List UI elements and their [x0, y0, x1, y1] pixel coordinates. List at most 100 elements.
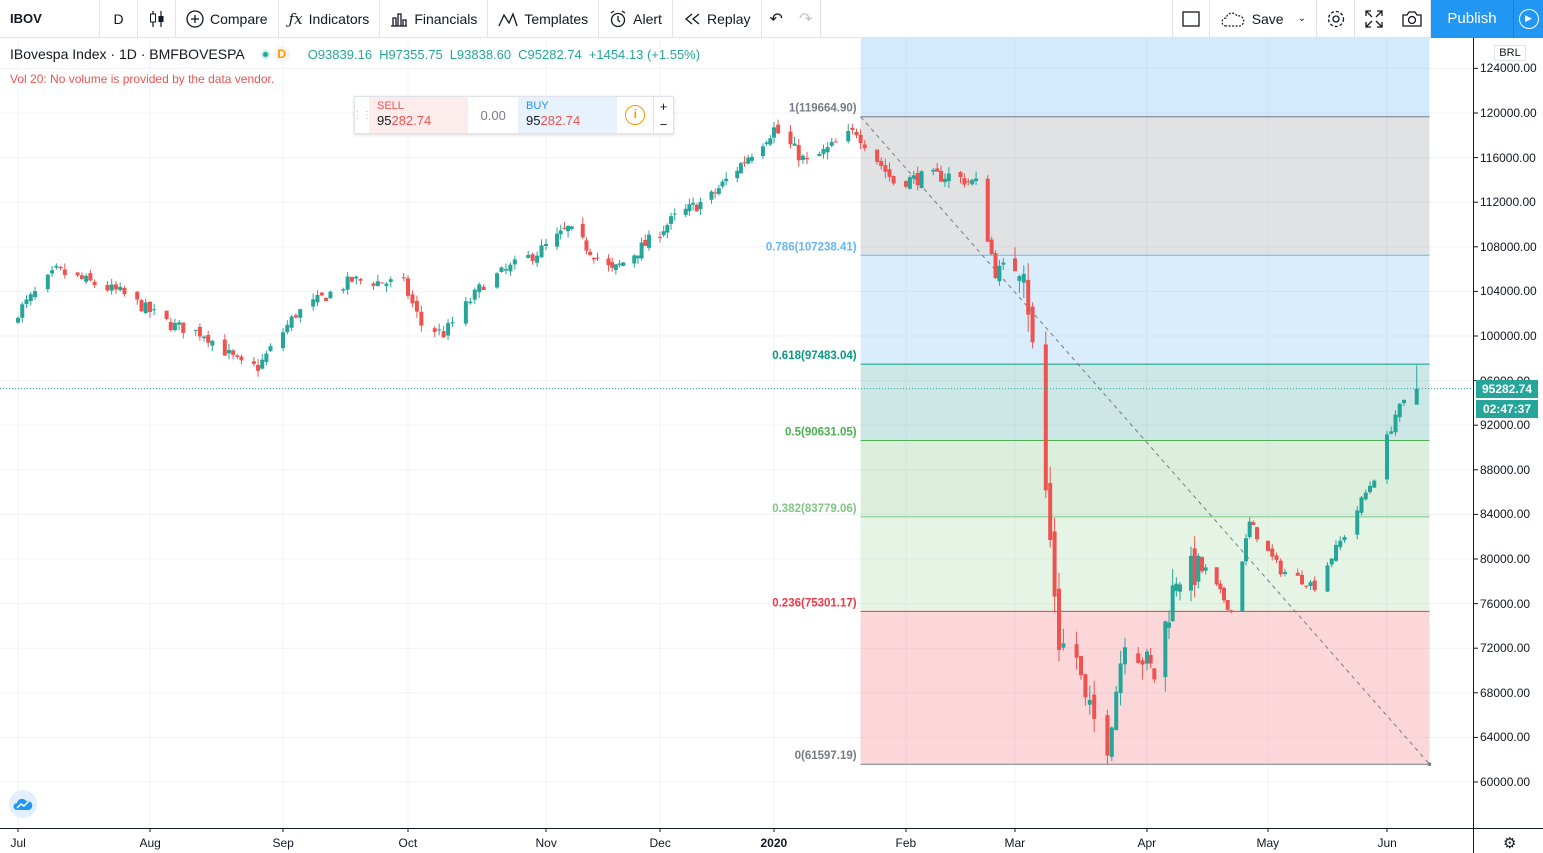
candle-body [1123, 647, 1127, 665]
symbol-title[interactable]: IBovespa Index · 1D · BMFBOVESPA [10, 46, 245, 62]
candle-body [997, 265, 1002, 282]
settings-button[interactable] [1317, 0, 1355, 38]
symbol-search[interactable]: IBOV [0, 0, 100, 38]
price-tick-label: 116000.00 [1480, 150, 1536, 165]
price-tick-label: 68000.00 [1480, 685, 1531, 700]
candle-body [193, 329, 198, 331]
square-icon [1182, 10, 1200, 27]
candle-body [915, 173, 920, 186]
candle-body [713, 192, 718, 194]
replay-button[interactable]: Replay [673, 0, 762, 38]
camera-icon [1401, 10, 1422, 27]
candle-body [231, 350, 236, 355]
candle-body [621, 262, 626, 266]
candle-body [698, 201, 703, 210]
candle-body [738, 163, 743, 174]
fullscreen-button[interactable] [1355, 0, 1393, 38]
play-button[interactable]: ▶ [1513, 0, 1543, 38]
candle-body [1083, 674, 1088, 698]
decrease-button[interactable]: − [659, 116, 668, 132]
candle-body [672, 213, 677, 215]
time-tick-label: Mar [1004, 836, 1026, 850]
candle-body [1214, 567, 1219, 585]
drag-handle-icon[interactable]: ⋮⋮ [352, 109, 372, 121]
candle-body [1178, 584, 1182, 592]
symbol-label: IBOV [10, 11, 42, 26]
candle-body [1200, 557, 1204, 572]
publish-label: Publish [1447, 10, 1497, 27]
candle-body [962, 178, 967, 185]
layout-button[interactable] [1171, 0, 1210, 38]
snapshot-button[interactable] [1393, 0, 1431, 38]
buy-button[interactable]: BUY 95282.74 [518, 97, 618, 133]
candle-body [1152, 668, 1157, 680]
candle-body [805, 157, 809, 160]
candle-body [588, 251, 593, 255]
candle-body [1163, 621, 1168, 678]
candle-body [562, 227, 567, 229]
financials-button[interactable]: Financials [380, 0, 489, 38]
candle-body [1359, 497, 1364, 513]
candle-body [800, 155, 805, 160]
publish-button[interactable]: Publish [1431, 0, 1513, 38]
save-button[interactable]: Save ⌄ [1210, 0, 1317, 38]
candle-body [1043, 344, 1048, 491]
candle-body [796, 145, 801, 161]
chart-area[interactable]: 1(119664.90) 0.786(107238.41) 0.618(97483.… [0, 38, 1543, 853]
candle-body [580, 223, 585, 238]
delayed-badge[interactable]: D [273, 46, 290, 62]
alert-button[interactable]: Alert [599, 0, 673, 38]
candle-body [735, 170, 740, 179]
info-button[interactable]: i [617, 97, 653, 133]
candle-body [1145, 651, 1149, 664]
candle-body [694, 204, 699, 212]
candles-icon [149, 10, 163, 27]
candle-body [1079, 655, 1083, 676]
fib-zone [860, 364, 1430, 441]
candle-body [646, 234, 651, 248]
candle-body [862, 144, 867, 149]
candle-body [84, 275, 89, 282]
candle-body [665, 225, 670, 233]
candle-body [472, 289, 477, 300]
candle-body [152, 309, 157, 311]
candle-body [324, 297, 329, 302]
tradingview-logo[interactable] [9, 790, 37, 818]
candle-body [716, 188, 721, 194]
candle-body [772, 127, 776, 138]
candle-body [281, 332, 285, 349]
chart-type-button[interactable] [138, 0, 176, 38]
candle-body [135, 291, 140, 300]
redo-button[interactable]: ↷ [791, 0, 822, 38]
candle-body [1368, 485, 1372, 493]
undo-button[interactable]: ↶ [762, 0, 791, 38]
candle-body [825, 147, 830, 153]
change-value: +1454.13 (+1.55%) [588, 46, 701, 62]
candle-body [414, 300, 419, 312]
scale-settings-icon[interactable]: ⚙ [1503, 835, 1517, 852]
candle-body [1385, 434, 1389, 480]
candle-body [62, 269, 67, 275]
interval-button[interactable]: D [100, 0, 138, 38]
sell-button[interactable]: SELL 95282.74 [369, 97, 469, 133]
candle-body [833, 141, 838, 143]
fib-zone [860, 516, 1430, 612]
candle-body [1393, 414, 1398, 433]
indicators-button[interactable]: ƒx Indicators [279, 0, 381, 38]
currency-badge[interactable]: BRL [1494, 45, 1526, 61]
compare-button[interactable]: Compare [176, 0, 279, 38]
candle-body [79, 275, 84, 279]
candle-body [850, 127, 855, 130]
candle-body [1092, 694, 1097, 719]
candle-body [109, 284, 114, 291]
candle-body [1325, 565, 1330, 592]
candle-body [406, 278, 410, 296]
templates-button[interactable]: Templates [488, 0, 600, 38]
candle-body [432, 328, 437, 332]
price-tick-label: 124000.00 [1480, 61, 1537, 76]
save-label: Save [1251, 10, 1284, 27]
candle-body [1334, 544, 1338, 561]
candle-body [591, 257, 596, 260]
chart-canvas[interactable]: 1(119664.90) 0.786(107238.41) 0.618(97483.… [0, 38, 1543, 853]
increase-button[interactable]: + [659, 98, 668, 114]
